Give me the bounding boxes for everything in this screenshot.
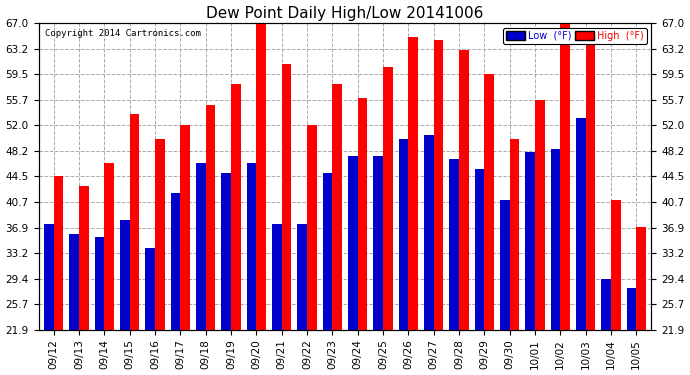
Bar <box>535 100 544 330</box>
Bar <box>120 220 130 330</box>
Bar <box>576 118 586 330</box>
Bar <box>333 84 342 330</box>
Bar <box>170 193 180 330</box>
Bar <box>357 98 367 330</box>
Bar <box>500 200 510 330</box>
Bar <box>449 159 459 330</box>
Bar <box>95 237 104 330</box>
Bar <box>611 200 620 330</box>
Bar <box>560 23 570 330</box>
Bar <box>155 139 165 330</box>
Bar <box>307 125 317 330</box>
Bar <box>586 37 595 330</box>
Bar <box>636 227 646 330</box>
Bar <box>70 234 79 330</box>
Bar <box>180 125 190 330</box>
Bar <box>525 152 535 330</box>
Bar <box>221 173 231 330</box>
Bar <box>247 162 257 330</box>
Bar <box>297 224 307 330</box>
Bar <box>231 84 241 330</box>
Bar <box>54 176 63 330</box>
Title: Dew Point Daily High/Low 20141006: Dew Point Daily High/Low 20141006 <box>206 6 484 21</box>
Bar <box>146 248 155 330</box>
Bar <box>475 170 484 330</box>
Legend: Low  (°F), High  (°F): Low (°F), High (°F) <box>503 28 647 44</box>
Bar <box>79 186 89 330</box>
Bar <box>459 50 469 330</box>
Bar <box>383 68 393 330</box>
Bar <box>551 149 560 330</box>
Bar <box>408 37 418 330</box>
Bar <box>257 16 266 330</box>
Bar <box>433 40 443 330</box>
Bar <box>510 139 520 330</box>
Bar <box>348 156 357 330</box>
Bar <box>196 162 206 330</box>
Text: Copyright 2014 Cartronics.com: Copyright 2014 Cartronics.com <box>45 29 201 38</box>
Bar <box>601 279 611 330</box>
Bar <box>484 74 494 330</box>
Bar <box>130 114 139 330</box>
Bar <box>272 224 282 330</box>
Bar <box>282 64 291 330</box>
Bar <box>323 173 333 330</box>
Bar <box>627 288 636 330</box>
Bar <box>373 156 383 330</box>
Bar <box>206 105 215 330</box>
Bar <box>104 162 114 330</box>
Bar <box>424 135 433 330</box>
Bar <box>399 139 408 330</box>
Bar <box>44 224 54 330</box>
